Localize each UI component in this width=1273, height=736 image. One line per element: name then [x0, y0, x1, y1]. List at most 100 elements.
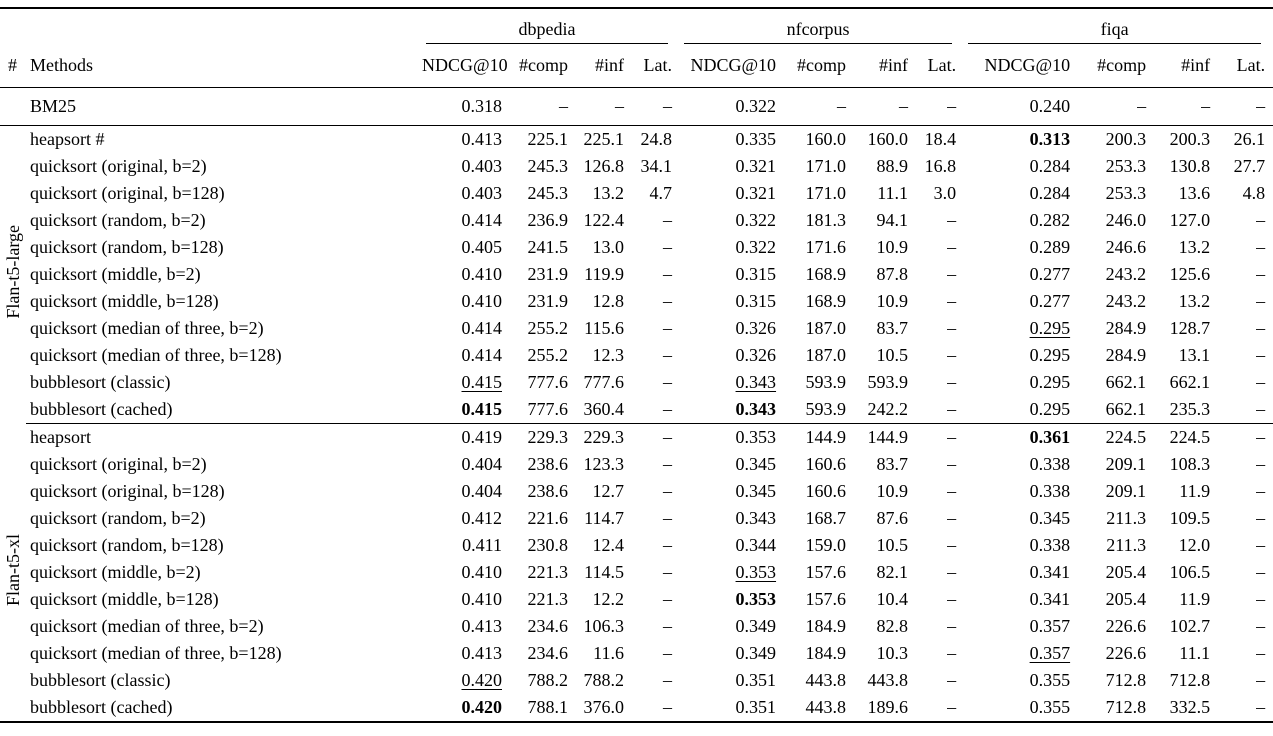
- col-header-comp: #comp: [518, 44, 576, 88]
- comp-cell: 221.3: [527, 589, 569, 609]
- ndcg-cell: 0.343: [735, 372, 777, 392]
- dataset-group-label: fiqa: [1100, 19, 1129, 39]
- lat-cell: –: [1256, 535, 1266, 555]
- ndcg-cell: 0.355: [1029, 670, 1071, 690]
- inf-cell: 593.9: [867, 372, 909, 392]
- inf-cell: 13.2: [592, 183, 625, 203]
- inf-cell: 114.5: [584, 562, 624, 582]
- method-cell: quicksort (random, b=2): [30, 210, 206, 230]
- table-row: quicksort (middle, b=128) 0.410 231.9 12.8 –…: [0, 288, 1273, 315]
- inf-cell: 10.9: [876, 481, 909, 501]
- ndcg-cell: 0.414: [461, 210, 503, 230]
- inf-cell: 82.8: [876, 616, 909, 636]
- comp-cell: 245.3: [527, 156, 569, 176]
- comp-cell: –: [1086, 87, 1155, 126]
- col-header-inf: #inf: [854, 44, 917, 88]
- comp-cell: 205.4: [1105, 589, 1147, 609]
- table-row: quicksort (random, b=128) 0.405 241.5 13.0 –…: [0, 234, 1273, 261]
- lat-cell: –: [663, 427, 673, 447]
- ndcg-cell: 0.403: [461, 183, 503, 203]
- ndcg-cell: 0.284: [1029, 156, 1071, 176]
- lat-cell: 16.8: [924, 156, 957, 176]
- ndcg-cell: 0.413: [461, 643, 503, 663]
- ndcg-cell: 0.357: [1029, 616, 1071, 636]
- inf-cell: 160.0: [867, 129, 909, 149]
- ndcg-cell: 0.295: [1029, 318, 1071, 338]
- inf-cell: 10.5: [876, 535, 909, 555]
- inf-cell: 130.8: [1169, 156, 1211, 176]
- ndcg-cell: 0.341: [1029, 562, 1071, 582]
- col-header-inf: #inf: [1154, 44, 1219, 88]
- method-cell: quicksort (middle, b=128): [30, 291, 219, 311]
- lat-cell: –: [1256, 372, 1266, 392]
- inf-cell: 225.1: [583, 129, 625, 149]
- lat-cell: –: [663, 535, 673, 555]
- inf-cell: 11.1: [1179, 643, 1211, 663]
- lat-cell: –: [632, 87, 681, 126]
- ndcg-cell: 0.403: [461, 156, 503, 176]
- comp-cell: 238.6: [527, 481, 569, 501]
- ndcg-cell: 0.318: [422, 87, 518, 126]
- comp-cell: 160.6: [805, 454, 847, 474]
- col-header-comp: #comp: [1086, 44, 1155, 88]
- lat-cell: –: [947, 454, 957, 474]
- comp-cell: 255.2: [527, 318, 569, 338]
- inf-cell: 82.1: [876, 562, 909, 582]
- lat-cell: 27.7: [1233, 156, 1266, 176]
- method-cell: quicksort (random, b=2): [30, 508, 206, 528]
- ndcg-cell: 0.349: [735, 616, 777, 636]
- inf-cell: 12.0: [1178, 535, 1211, 555]
- ndcg-cell: 0.351: [735, 697, 777, 717]
- ndcg-cell: 0.412: [461, 508, 503, 528]
- ndcg-cell: 0.282: [1029, 210, 1071, 230]
- table-row: Flan-t5-large heapsort # 0.413 225.1 225.1 24…: [0, 126, 1273, 319]
- inf-cell: 10.9: [876, 237, 909, 257]
- comp-cell: 443.8: [805, 697, 847, 717]
- lat-cell: –: [663, 345, 673, 365]
- inf-cell: –: [576, 87, 632, 126]
- comp-cell: –: [518, 87, 576, 126]
- ndcg-cell: 0.351: [735, 670, 777, 690]
- inf-cell: 712.8: [1169, 670, 1211, 690]
- ndcg-cell: 0.322: [735, 210, 777, 230]
- comp-cell: 777.6: [518, 396, 576, 424]
- method-cell: bubblesort (cached): [26, 396, 422, 424]
- ndcg-cell: 0.326: [735, 318, 777, 338]
- lat-cell: 34.1: [640, 156, 673, 176]
- comp-cell: 221.6: [527, 508, 569, 528]
- inf-cell: 11.6: [593, 643, 624, 663]
- method-cell: quicksort (median of three, b=128): [30, 643, 282, 663]
- inf-cell: 119.9: [584, 264, 624, 284]
- ndcg-cell: 0.277: [1029, 264, 1071, 284]
- lat-cell: –: [663, 291, 673, 311]
- inf-cell: 10.9: [876, 291, 909, 311]
- comp-cell: 284.9: [1105, 345, 1147, 365]
- comp-cell: 205.4: [1105, 562, 1147, 582]
- inf-cell: 106.3: [583, 616, 625, 636]
- method-cell: quicksort (random, b=128): [30, 237, 224, 257]
- ndcg-cell: 0.344: [735, 535, 777, 555]
- inf-cell: 376.0: [583, 697, 625, 717]
- inf-cell: 224.5: [1169, 427, 1211, 447]
- table-row: quicksort (original, b=2) 0.403 245.3 126.8…: [0, 153, 1273, 180]
- table-row: quicksort (middle, b=2) 0.410 231.9 119.9 – 0…: [0, 261, 1273, 288]
- method-cell: quicksort (median of three, b=128): [30, 345, 282, 365]
- comp-cell: 229.3: [527, 427, 569, 447]
- ndcg-cell: 0.321: [735, 156, 777, 176]
- inf-cell: 106.5: [1169, 562, 1211, 582]
- inf-cell: 13.0: [592, 237, 625, 257]
- inf-cell: 443.8: [867, 670, 909, 690]
- comp-cell: 144.9: [805, 427, 847, 447]
- ndcg-cell: 0.353: [735, 589, 777, 609]
- table-row: quicksort (original, b=2) 0.404 238.6 123.3…: [0, 451, 1273, 478]
- inf-cell: 12.7: [592, 481, 625, 501]
- ndcg-cell: 0.361: [1029, 427, 1071, 447]
- lat-cell: –: [1256, 264, 1266, 284]
- lat-cell: –: [1256, 291, 1266, 311]
- comp-cell: 226.6: [1105, 643, 1147, 663]
- lat-cell: –: [947, 210, 957, 230]
- inf-cell: 235.3: [1154, 396, 1219, 424]
- inf-cell: 83.7: [876, 454, 909, 474]
- lat-cell: –: [947, 481, 957, 501]
